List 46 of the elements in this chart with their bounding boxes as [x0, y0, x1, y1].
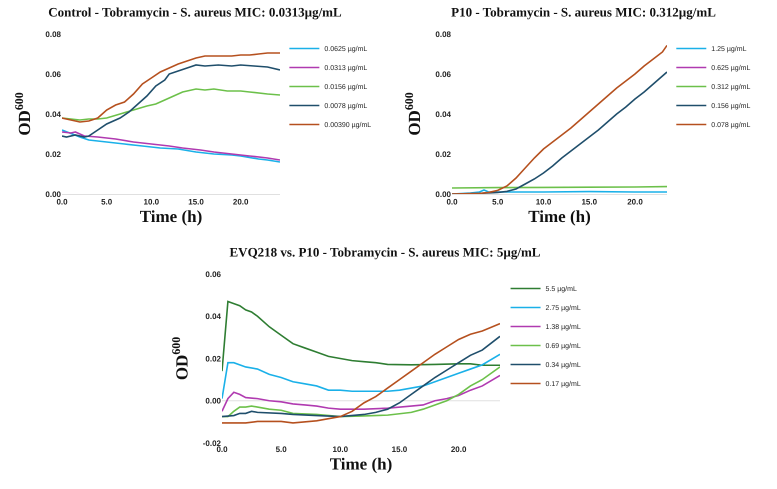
line-series: [222, 366, 500, 418]
x-tick-label: 15.0: [392, 445, 408, 454]
line-series: [222, 336, 500, 418]
y-tick-label: 0.00: [45, 190, 62, 199]
line-series: [222, 300, 500, 372]
line-series: [62, 52, 280, 123]
chart-title: P10 - Tobramycin - S. aureus MIC: 0.312µg/mL: [451, 4, 716, 20]
y-tick-label: 0.02: [205, 354, 222, 364]
chart-title: Control - Tobramycin - S. aureus MIC: 0.0313µg/mL: [48, 4, 342, 20]
x-tick-label: 5.0: [101, 198, 113, 207]
x-tick-label: 10.0: [144, 198, 160, 207]
x-tick-label: 0.0: [56, 198, 68, 207]
x-axis-title: Time (h): [528, 207, 591, 226]
y-tick-label: 0.04: [435, 110, 452, 119]
y-tick-label: 0.06: [45, 70, 62, 79]
x-axis-title: Time (h): [140, 207, 202, 226]
line-series: [222, 374, 500, 412]
x-tick-label: 5.0: [276, 445, 288, 454]
x-axis-title: Time (h): [330, 454, 392, 474]
y-tick-label: 0.08: [45, 30, 62, 39]
x-tick-label: 0.0: [216, 445, 228, 454]
x-tick-label: 10.0: [332, 445, 349, 454]
y-tick-label: 0.08: [435, 30, 452, 39]
line-series: [62, 88, 280, 121]
line-series: [62, 64, 280, 138]
x-tick-label: 10.0: [536, 198, 552, 207]
x-tick-label: 15.0: [581, 198, 598, 207]
x-tick-label: 15.0: [188, 198, 204, 207]
line-series: [222, 322, 500, 424]
y-tick-label: 0.02: [45, 150, 62, 159]
y-tick-label: 0.00: [205, 396, 222, 406]
chart-title: EVQ218 vs. P10 - Tobramycin - S. aureus MIC: 5µg/mL: [230, 244, 541, 260]
x-tick-label: 20.0: [232, 198, 250, 207]
y-tick-label: 0.02: [435, 150, 452, 159]
line-series: [222, 353, 500, 400]
x-tick-label: 20.0: [450, 445, 467, 454]
x-tick-label: 5.0: [492, 198, 504, 207]
y-tick-label: 0.00: [435, 190, 452, 199]
y-tick-label: 0.06: [205, 270, 222, 279]
x-tick-label: 0.0: [446, 198, 458, 207]
x-tick-label: 20.0: [627, 198, 644, 207]
y-tick-label: 0.06: [435, 70, 452, 79]
y-tick-label: 0.04: [205, 312, 222, 322]
line-series: [452, 44, 667, 194]
y-tick-label: -0.02: [202, 438, 222, 448]
y-tick-label: 0.04: [45, 110, 62, 119]
